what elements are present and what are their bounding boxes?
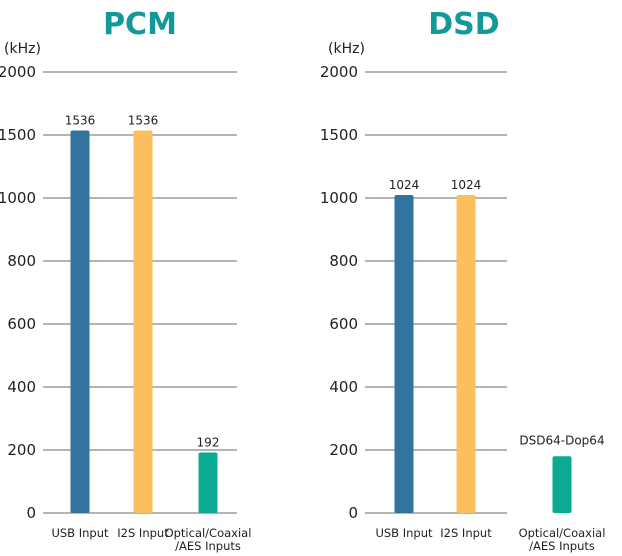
y-tick-label: 800 (329, 252, 358, 270)
x-category-label-line2: /AES Inputs (175, 539, 241, 553)
y-tick-label: 600 (7, 315, 36, 333)
y-tick-label: 800 (7, 252, 36, 270)
y-axis-unit-label: (kHz) (4, 41, 41, 57)
bar-data-label: 192 (197, 436, 220, 450)
usb-input-bar (70, 130, 90, 514)
chart-title: PCM (103, 7, 177, 42)
y-tick-label: 600 (329, 315, 358, 333)
y-axis-unit-label: (kHz) (328, 41, 365, 57)
y-tick-label: 2000 (0, 63, 36, 81)
x-category-label: Optical/Coaxial (165, 526, 252, 540)
y-tick-label: 0 (26, 504, 36, 522)
dsd-chart-svg: DSD(kHz)20001500100080060040020001024USB… (320, 7, 606, 553)
x-category-label: I2S Input (117, 526, 169, 540)
y-tick-label: 200 (7, 441, 36, 459)
y-tick-label: 2000 (320, 63, 358, 81)
i2s-input-bar (133, 130, 153, 514)
y-tick-label: 1000 (320, 189, 358, 207)
y-tick-label: 200 (329, 441, 358, 459)
dsd-chart: DSD (kHz) 2000 1500 1000 800 600 400 200 0 1024 USB… (320, 0, 622, 556)
bar-data-label: 1536 (128, 113, 159, 127)
x-category-label: Optical/Coaxial (519, 526, 606, 540)
x-category-label: USB Input (375, 526, 433, 540)
y-tick-label: 0 (348, 504, 358, 522)
usb-input-bar (394, 194, 414, 513)
y-tick-label: 400 (7, 378, 36, 396)
pcm-chart-svg: PCM(kHz)20001500100080060040020001536USB… (0, 7, 252, 553)
y-tick-label: 1000 (0, 189, 36, 207)
i2s-input-bar (456, 194, 476, 513)
y-tick-label: 400 (329, 378, 358, 396)
bar-data-label: 1024 (389, 178, 420, 192)
pcm-chart: PCM (kHz) 2000 1500 1000 800 600 400 200 0 1536 USB… (0, 0, 300, 556)
optical-coaxial-aes-bar (198, 452, 218, 513)
x-category-label: USB Input (51, 526, 109, 540)
chart-title: DSD (428, 7, 499, 42)
x-category-label-line2: /AES Inputs (529, 539, 595, 553)
optical-coaxial-aes-bar (552, 456, 572, 513)
bar-data-label: 1024 (451, 178, 482, 192)
y-tick-label: 1500 (0, 126, 36, 144)
y-tick-label: 1500 (320, 126, 358, 144)
bar-data-label: DSD64-Dop64 (519, 433, 604, 447)
x-category-label: I2S Input (440, 526, 492, 540)
bar-data-label: 1536 (65, 113, 96, 127)
